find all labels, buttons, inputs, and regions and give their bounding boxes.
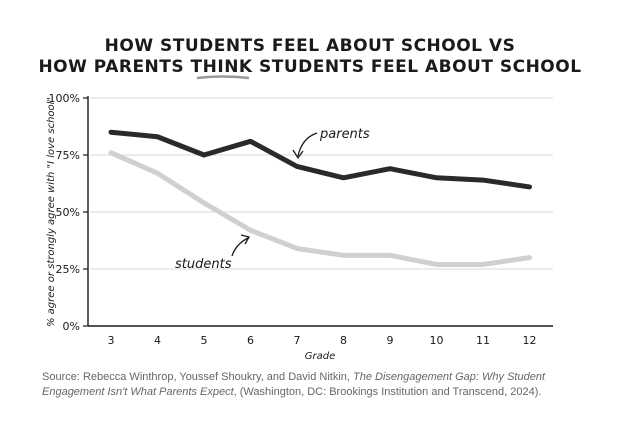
y-tick-label: 25%: [56, 263, 80, 276]
data-point-parents-4: [155, 134, 160, 139]
data-point-students-3: [109, 150, 113, 155]
y-tick-label: 50%: [56, 206, 80, 219]
y-tick-label: 100%: [49, 92, 80, 105]
annotation-students: students: [175, 257, 232, 272]
title-segment-pre: HOW PARENTS: [38, 57, 190, 77]
annotation-arrow-students: [231, 237, 249, 257]
title-segment-post: STUDENTS FEEL ABOUT SCHOOL: [253, 57, 582, 77]
annotation-arrowhead-students: [240, 234, 250, 245]
source-suffix: , (Washington, DC: Brookings Institution…: [233, 386, 542, 398]
data-point-parents-7: [295, 164, 299, 169]
source-prefix: Source: Rebecca Winthrop, Youssef Shoukr…: [42, 371, 354, 383]
data-point-parents-8: [341, 175, 346, 180]
data-point-students-8: [341, 253, 346, 258]
chart-title-line-1: HOW STUDENTS FEEL ABOUT SCHOOL VS: [105, 36, 516, 56]
data-point-students-4: [155, 171, 160, 176]
source-note: Source: Rebecca Winthrop, Youssef Shoukr…: [42, 370, 602, 400]
x-tick-label: 5: [201, 334, 208, 347]
data-point-parents-12: [527, 184, 532, 189]
y-tick-label: 75%: [56, 149, 80, 162]
data-point-parents-9: [388, 166, 392, 171]
data-point-students-10: [434, 262, 439, 267]
x-tick-label: 9: [387, 334, 394, 347]
annotation-parents: parents: [319, 127, 370, 142]
data-point-students-11: [481, 262, 485, 267]
data-point-parents-11: [481, 178, 485, 183]
x-tick-label: 12: [523, 334, 537, 347]
annotation-arrowhead-parents: [292, 149, 304, 160]
title-emphasis: THINK: [191, 57, 253, 77]
data-point-students-9: [388, 253, 392, 258]
data-point-students-6: [248, 228, 253, 233]
x-tick-label: 6: [247, 334, 254, 347]
x-axis-label: Grade: [305, 351, 336, 362]
data-point-parents-5: [202, 153, 206, 157]
x-tick-label: 11: [476, 334, 490, 347]
x-tick-label: 4: [154, 334, 161, 347]
series-line-parents: [108, 129, 532, 190]
series-line-students: [108, 150, 532, 267]
x-tick-label: 8: [340, 334, 347, 347]
data-point-students-12: [527, 255, 532, 260]
data-point-parents-6: [248, 139, 253, 144]
y-axis-label: % agree or strongly agree with "I love s…: [46, 97, 57, 327]
data-point-students-7: [295, 246, 299, 251]
title-underline: [196, 75, 250, 80]
x-tick-label: 10: [430, 334, 444, 347]
data-point-parents-3: [109, 130, 113, 135]
x-tick-label: 7: [294, 334, 301, 347]
data-point-parents-10: [434, 175, 439, 180]
chart-title-line-2: HOW PARENTS THINK STUDENTS FEEL ABOUT SC…: [38, 57, 581, 77]
data-point-students-5: [202, 200, 206, 205]
x-tick-label: 3: [108, 334, 115, 347]
annotation-arrow-parents: [297, 132, 318, 157]
source-book-title: The Disengagement Gap: Why Student Engag…: [42, 371, 546, 398]
y-tick-label: 0%: [63, 320, 80, 333]
